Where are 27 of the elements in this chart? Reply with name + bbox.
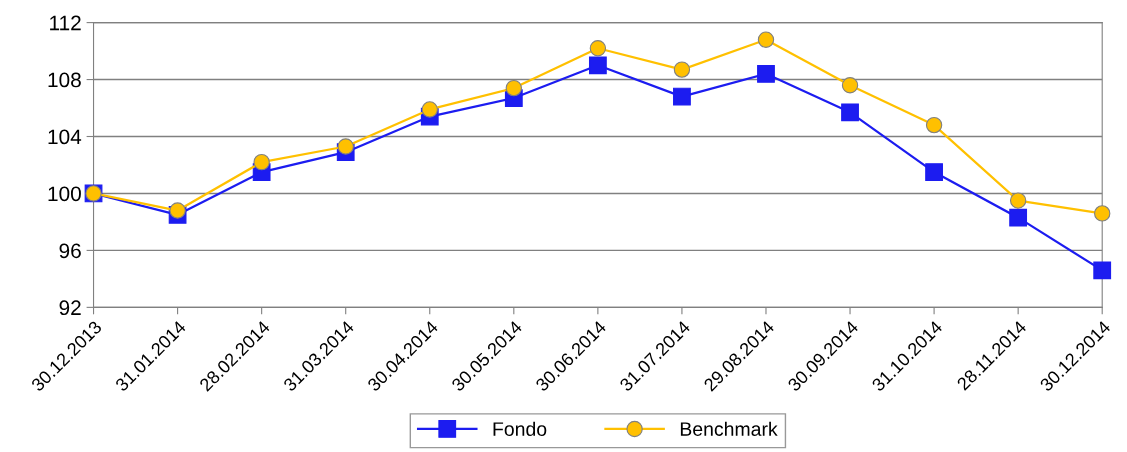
point xyxy=(1009,208,1028,227)
point xyxy=(505,79,523,97)
y-tick-label: 108 xyxy=(48,72,81,88)
point xyxy=(337,138,354,155)
point xyxy=(1094,205,1111,222)
point xyxy=(1009,192,1027,209)
y-tick-label: 104 xyxy=(48,129,82,145)
point xyxy=(673,61,691,78)
y-tick-label: 92 xyxy=(59,300,81,316)
y-tick-label: 96 xyxy=(59,243,81,259)
y-tick-label: 100 xyxy=(48,186,81,202)
point xyxy=(1093,261,1112,280)
point xyxy=(421,101,438,118)
point xyxy=(841,103,859,122)
point xyxy=(757,64,775,83)
point xyxy=(588,56,607,75)
legend-label: Benchmark xyxy=(680,421,778,436)
point xyxy=(253,153,270,171)
point xyxy=(589,40,607,57)
point xyxy=(925,116,943,134)
point xyxy=(169,202,186,219)
legend-label: Fondo xyxy=(493,421,547,436)
point xyxy=(757,31,775,48)
y-tick-label: 112 xyxy=(50,15,81,31)
point xyxy=(673,87,691,106)
point xyxy=(925,163,943,181)
point xyxy=(841,77,859,94)
